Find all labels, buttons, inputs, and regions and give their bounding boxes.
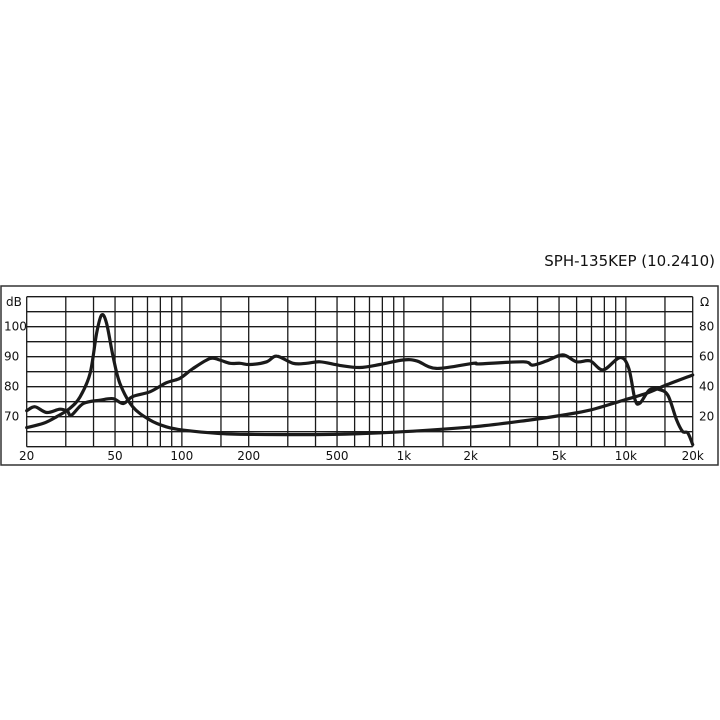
- y-left-axis-label: dB: [6, 295, 22, 309]
- y-right-axis-label: Ω: [700, 295, 709, 309]
- curves: [25, 313, 695, 447]
- x-tick-label: 500: [326, 449, 349, 463]
- x-tick-label: 20k: [682, 449, 704, 463]
- impedance-curve: [25, 313, 695, 437]
- x-tick-label: 20: [19, 449, 34, 463]
- y-right-tick-label: 60: [699, 350, 714, 364]
- y-right-tick-label: 40: [699, 380, 714, 394]
- y-left-tick-label: 80: [4, 380, 19, 394]
- x-tick-label: 50: [107, 449, 122, 463]
- spl-curve: [25, 353, 695, 447]
- y-left-tick-label: 100: [4, 320, 27, 334]
- x-tick-label: 1k: [397, 449, 412, 463]
- y-left-tick-label: 70: [4, 410, 19, 424]
- x-tick-label: 200: [237, 449, 260, 463]
- grid: [26, 296, 694, 448]
- y-right-tick-label: 80: [699, 320, 714, 334]
- y-right-tick-label: 20: [699, 410, 714, 424]
- y-left-tick-label: 90: [4, 350, 19, 364]
- chart-frame: [0, 285, 719, 466]
- x-tick-label: 10k: [615, 449, 637, 463]
- x-tick-label: 5k: [552, 449, 567, 463]
- chart-title: SPH-135KEP (10.2410): [544, 252, 715, 270]
- x-tick-label: 2k: [463, 449, 478, 463]
- x-tick-label: 100: [170, 449, 193, 463]
- axis-labels: dB Ω 20 50 100 200 500 1k 2k 5k 10k 20k 100 90 80 70 8…: [4, 295, 714, 463]
